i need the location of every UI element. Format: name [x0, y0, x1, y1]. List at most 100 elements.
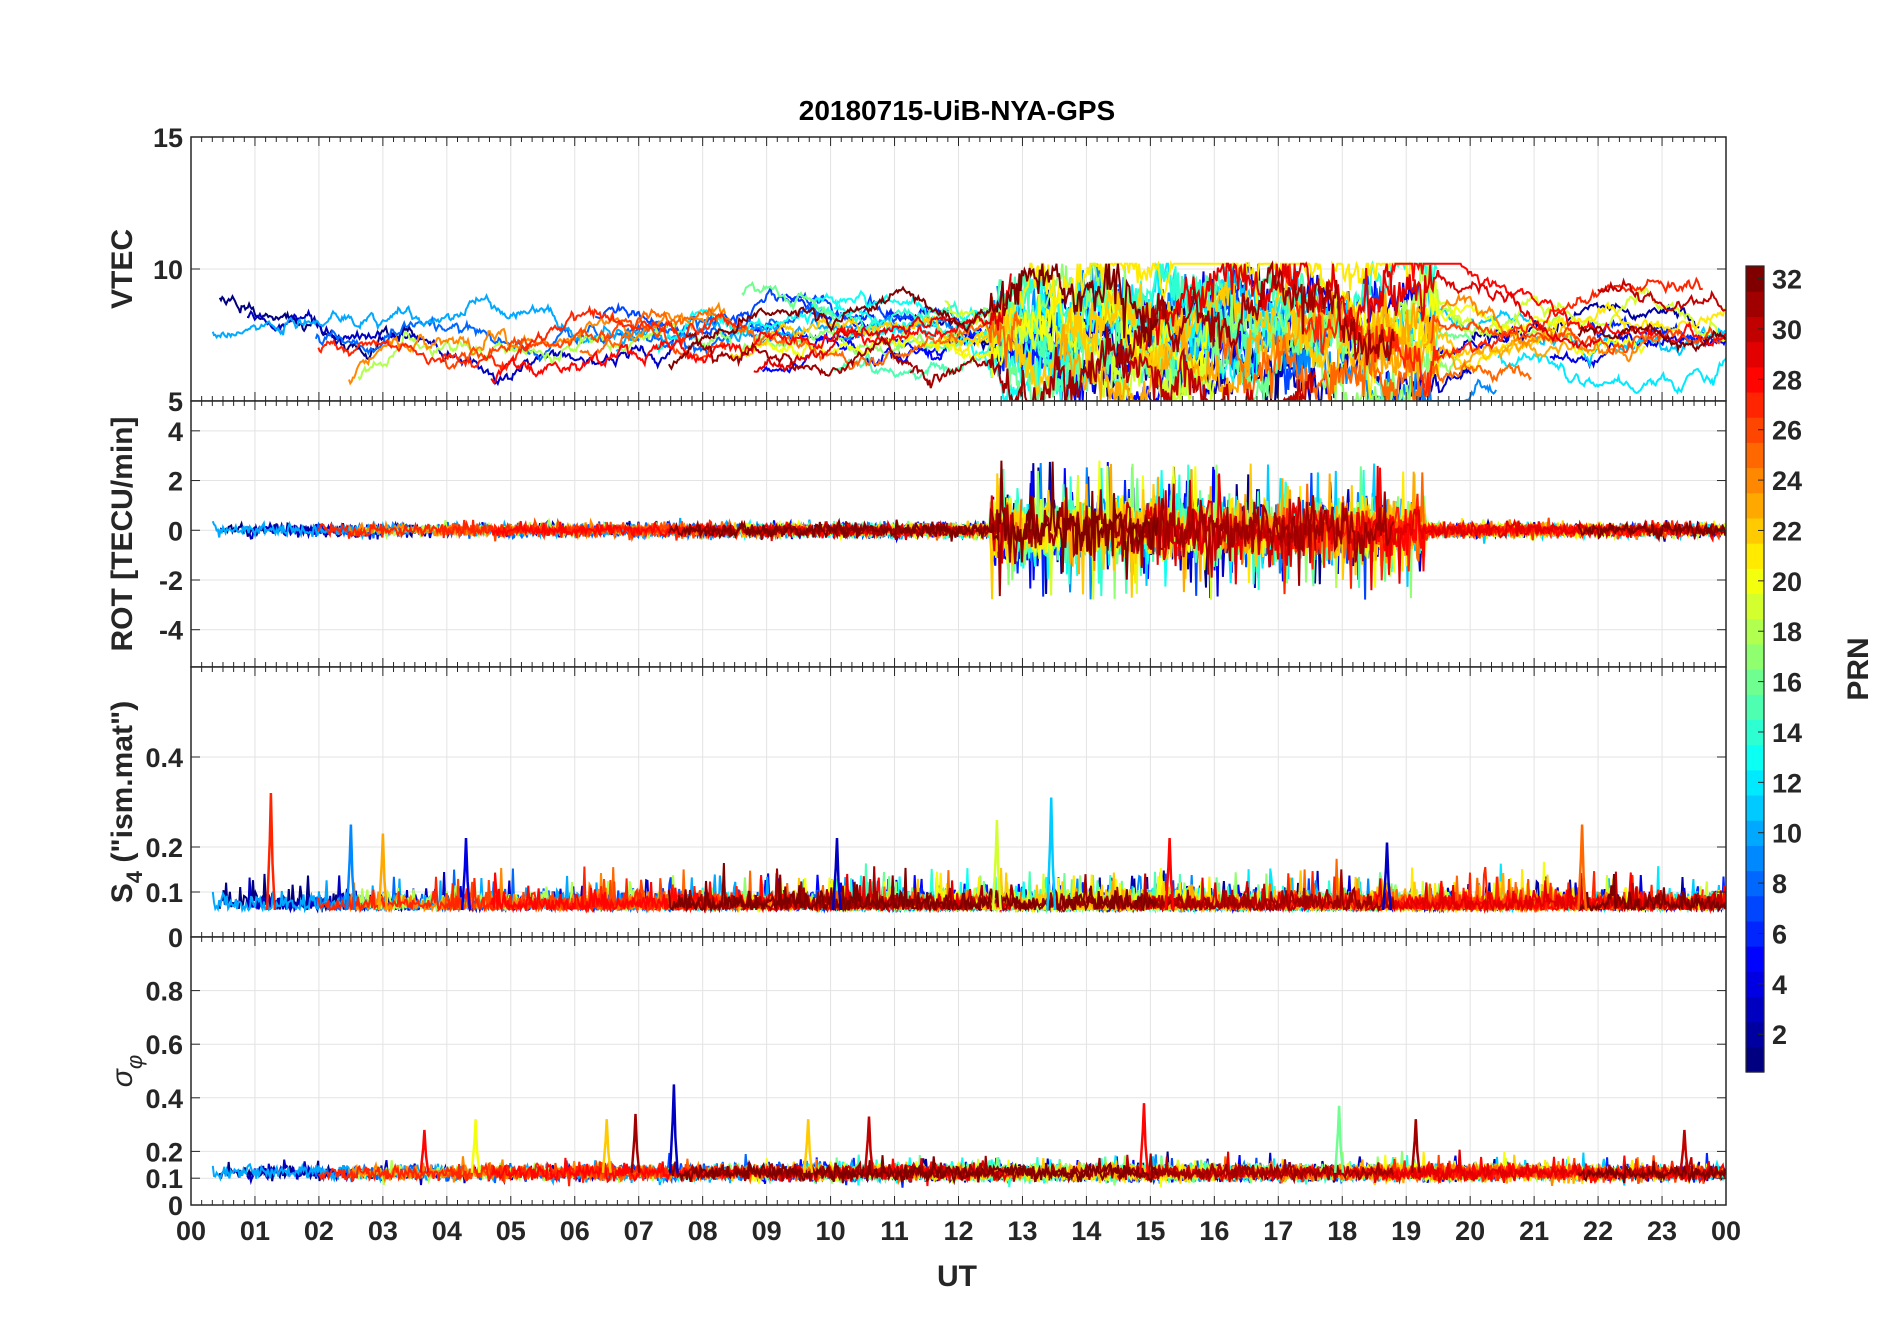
x-tick-label: 10 — [816, 1216, 846, 1246]
y-tick-label: 0.2 — [145, 833, 183, 863]
colorbar-swatch — [1746, 895, 1764, 922]
colorbar-swatch — [1746, 794, 1764, 821]
colorbar-swatch — [1746, 820, 1764, 846]
x-tick-label: 12 — [943, 1216, 973, 1246]
series-line-prn-30 — [1597, 277, 1726, 312]
series-line-prn-31 — [909, 483, 1395, 597]
series-line-prn-8 — [314, 315, 782, 363]
series-line-prn-30 — [1116, 343, 1317, 401]
series-line-prn-22 — [730, 289, 1174, 396]
peak-mark-9 — [1577, 824, 1588, 911]
x-tick-label: 09 — [752, 1216, 782, 1246]
colorbar-swatch — [1746, 694, 1764, 720]
peak-mark-2 — [601, 1119, 612, 1173]
colorbar-swatch — [1746, 719, 1764, 746]
colorbar-swatch — [1746, 391, 1764, 418]
y-tick-label: 10 — [153, 255, 183, 285]
peak-mark-3 — [460, 837, 472, 911]
x-tick-label: 06 — [560, 1216, 590, 1246]
peak-mark-4 — [668, 1084, 679, 1173]
series-line-prn-32 — [667, 1155, 1159, 1186]
x-tick-label: 22 — [1583, 1216, 1613, 1246]
x-tick-label: 23 — [1647, 1216, 1677, 1246]
peak-mark-5 — [803, 1119, 814, 1173]
colorbar-swatch — [1746, 618, 1764, 645]
colorbar-tick-label: 20 — [1772, 567, 1802, 597]
peak-mark-2 — [377, 833, 388, 911]
x-axis-label: UT — [937, 1260, 977, 1293]
series-line-prn-7 — [1140, 274, 1383, 395]
colorbar-swatch — [1746, 366, 1764, 393]
y-tick-label: 0.1 — [145, 1164, 183, 1194]
y-tick-label: 0.6 — [145, 1030, 183, 1060]
colorbar-swatch — [1746, 643, 1764, 670]
x-tick-label: 04 — [432, 1216, 462, 1246]
y-tick-label: 0.1 — [145, 878, 183, 908]
colorbar-tick-label: 26 — [1772, 416, 1802, 446]
series-line-prn-32 — [668, 263, 1159, 371]
colorbar-tick-label: 32 — [1772, 265, 1802, 295]
y-tick-label: 0 — [168, 516, 183, 546]
peak-mark-8 — [1333, 1105, 1345, 1173]
series-line-prn-25 — [579, 296, 1023, 371]
x-tick-label: 02 — [304, 1216, 334, 1246]
peak-mark-10 — [1679, 1129, 1690, 1173]
x-tick-label: 05 — [496, 1216, 526, 1246]
colorbar-swatch — [1746, 291, 1764, 317]
x-tick-label: 03 — [368, 1216, 398, 1246]
y-tick-label: 0.4 — [145, 1084, 183, 1114]
colorbar-swatch — [1746, 467, 1764, 494]
peak-mark-7 — [1164, 837, 1175, 911]
x-tick-label: 15 — [1135, 1216, 1165, 1246]
y-label-sub: 4 — [122, 870, 147, 883]
series-line-prn-30 — [1597, 1156, 1726, 1182]
panel-rot: -4 -2 0 2 4 ROT [TECU/min] — [106, 400, 1727, 668]
peak-mark-8 — [1381, 842, 1393, 911]
colorbar-swatch — [1746, 492, 1764, 519]
series-group — [211, 1084, 1726, 1188]
panel-sigma_phi: 00.10.2 0.4 0.6 0.8 σφ — [106, 936, 1727, 1221]
colorbar-swatch — [1746, 1046, 1764, 1073]
colorbar-swatch — [1746, 769, 1764, 796]
peak-mark-6 — [1046, 797, 1057, 911]
series-line-prn-32 — [1577, 1160, 1726, 1185]
colorbar-tick-label: 12 — [1772, 768, 1802, 798]
x-tick-label: 13 — [1007, 1216, 1037, 1246]
y-tick-label: 0 — [168, 923, 183, 953]
series-line-prn-28 — [490, 318, 972, 385]
colorbar-swatch — [1746, 920, 1764, 947]
panel-vtec: 5 10 15 VTEC — [106, 123, 1727, 417]
colorbar-swatch — [1746, 442, 1764, 469]
y-tick-label: 2 — [168, 467, 183, 497]
peak-mark-0 — [265, 792, 277, 911]
y-tick-label: 0.4 — [145, 743, 183, 773]
x-tick-label: 19 — [1391, 1216, 1421, 1246]
x-tick-labels: 00 01 02 03 04 05 06 07 08 09 10 11 12 13 14 15 16 17 18 19… — [176, 1216, 1741, 1246]
series-line-prn-32 — [668, 460, 1159, 580]
colorbar-swatch — [1746, 845, 1764, 872]
x-tick-label: 00 — [176, 1216, 206, 1246]
x-tick-label: 08 — [688, 1216, 718, 1246]
y-axis-label-vtec: VTEC — [106, 229, 139, 309]
colorbar-label: PRN — [1842, 637, 1875, 700]
colorbar-swatch — [1746, 1021, 1764, 1048]
series-line-prn-14 — [813, 299, 1073, 390]
chart-title: 20180715-UiB-NYA-GPS — [799, 95, 1115, 126]
peak-mark-0 — [419, 1129, 430, 1173]
colorbar-swatch — [1746, 316, 1764, 343]
peak-mark-4 — [831, 837, 843, 911]
y-axis-label-s4: S4 ("ism.mat") — [106, 701, 147, 903]
colorbar-tick-label: 22 — [1772, 516, 1802, 546]
colorbar-swatch — [1746, 971, 1764, 998]
x-tick-label: 18 — [1327, 1216, 1357, 1246]
series-line-prn-29 — [1145, 465, 1602, 591]
colorbar-tick-label: 8 — [1772, 869, 1787, 899]
colorbar-swatch — [1746, 266, 1764, 292]
peak-mark-9 — [1410, 1119, 1421, 1173]
colorbar-tick-label: 6 — [1772, 919, 1787, 949]
panel-s4: 0 0.1 0.2 0.4S4 ("ism.mat") — [106, 666, 1727, 953]
series-line-prn-32 — [1577, 322, 1726, 354]
series-line-prn-26 — [443, 317, 727, 370]
x-tick-label: 01 — [240, 1216, 270, 1246]
